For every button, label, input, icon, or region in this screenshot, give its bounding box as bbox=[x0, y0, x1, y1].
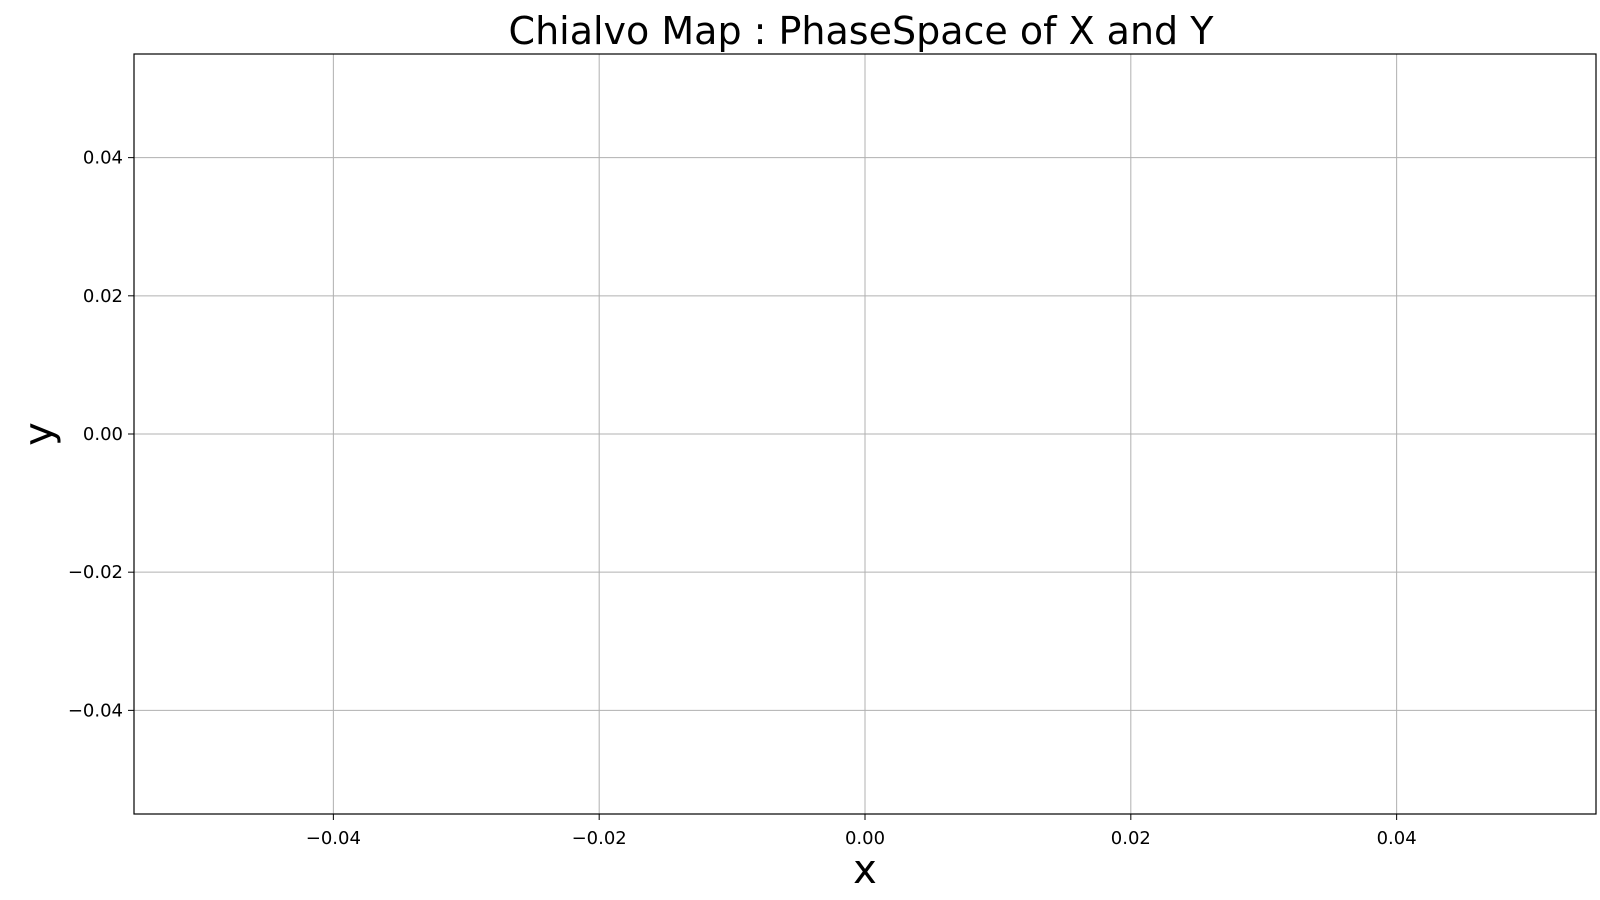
x-axis-label: x bbox=[853, 847, 877, 893]
grid-lines bbox=[134, 54, 1596, 814]
x-tick-label: 0.02 bbox=[1111, 828, 1151, 849]
chart-title: Chialvo Map : PhaseSpace of X and Y bbox=[509, 9, 1215, 53]
x-tick-label: −0.04 bbox=[306, 828, 361, 849]
x-tick-label: −0.02 bbox=[572, 828, 627, 849]
axis-ticks: −0.04 −0.02 0.00 0.02 0.04 −0.04 −0.02 0.00 0.02… bbox=[68, 148, 1417, 849]
y-tick-label: 0.04 bbox=[83, 148, 123, 169]
y-tick-label: 0.00 bbox=[83, 424, 123, 445]
x-tick-label: 0.04 bbox=[1377, 828, 1417, 849]
y-tick-label: −0.04 bbox=[68, 700, 123, 721]
y-tick-label: −0.02 bbox=[68, 562, 123, 583]
y-axis-label: y bbox=[16, 422, 62, 446]
y-tick-label: 0.02 bbox=[83, 286, 123, 307]
x-tick-label: 0.00 bbox=[845, 828, 885, 849]
